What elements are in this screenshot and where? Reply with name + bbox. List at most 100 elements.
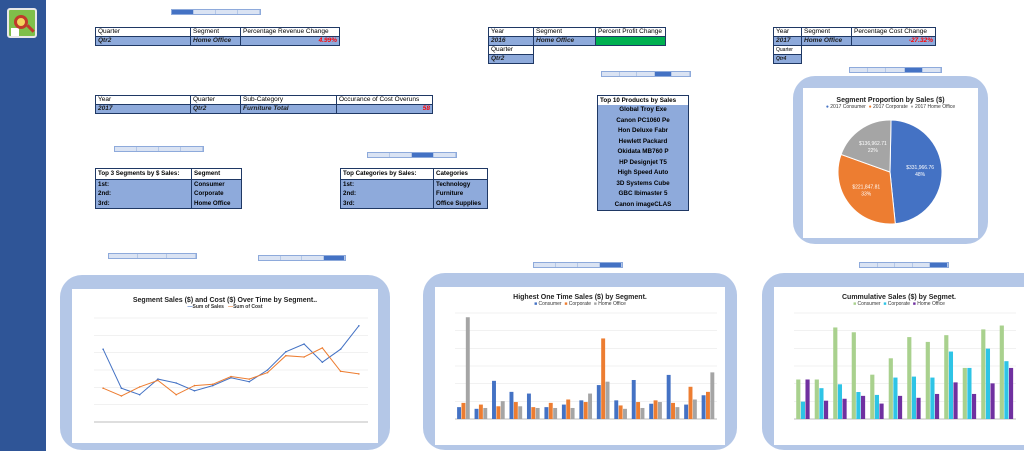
pie-data-label: $136,962.71 bbox=[859, 141, 887, 147]
line-point bbox=[285, 351, 287, 353]
bar bbox=[544, 407, 549, 419]
highest-sales-chart[interactable] bbox=[435, 307, 725, 439]
bar bbox=[483, 407, 488, 419]
time-slicer-line[interactable] bbox=[258, 255, 346, 261]
line-point bbox=[248, 378, 251, 380]
bar bbox=[684, 404, 689, 419]
bar bbox=[990, 383, 995, 419]
bar bbox=[649, 403, 654, 419]
line-point bbox=[285, 354, 287, 357]
line-point bbox=[358, 325, 360, 327]
line-point bbox=[230, 377, 232, 379]
revenue-change-table: Quarter Segment Percentage Revenue Change … bbox=[95, 27, 340, 46]
line-point bbox=[339, 348, 342, 350]
line-chart-panel: Segment Sales ($) and Cost ($) Over Time… bbox=[60, 275, 390, 450]
segment-slicer-line[interactable] bbox=[108, 253, 197, 259]
line-point bbox=[358, 373, 360, 375]
bar bbox=[893, 377, 898, 419]
bar bbox=[553, 407, 558, 419]
line-legend: —Sum of Sales —Sum of Cost bbox=[187, 304, 263, 310]
bar bbox=[640, 407, 645, 419]
bar bbox=[666, 374, 671, 419]
bar bbox=[623, 408, 627, 419]
top-product-item: HP Designjet T5 bbox=[598, 157, 688, 168]
bar bbox=[705, 391, 710, 419]
bar bbox=[962, 367, 967, 419]
pie-data-label: 48% bbox=[915, 172, 926, 178]
bar bbox=[457, 407, 462, 419]
bar bbox=[907, 337, 912, 419]
bar bbox=[461, 402, 466, 419]
bar bbox=[814, 379, 819, 419]
time-slicer-bar[interactable] bbox=[533, 262, 623, 268]
quarter-slicer[interactable] bbox=[171, 9, 261, 15]
line-series bbox=[102, 347, 359, 397]
top-categories-table: Top Categories by Sales: Categories 1st: T… bbox=[340, 168, 488, 209]
bar bbox=[535, 407, 540, 419]
top-product-item: High Speed Auto bbox=[598, 168, 688, 179]
bar bbox=[823, 400, 829, 419]
bar bbox=[509, 391, 514, 419]
line-point bbox=[120, 395, 123, 397]
bar bbox=[518, 406, 523, 419]
time-slicer-cumulative[interactable] bbox=[859, 262, 949, 268]
bar bbox=[465, 317, 470, 419]
top-product-item: Hon Deluxe Fabr bbox=[598, 126, 688, 137]
bar bbox=[601, 338, 606, 419]
bar bbox=[671, 402, 675, 419]
year-slicer[interactable] bbox=[601, 71, 691, 77]
bar bbox=[934, 393, 940, 419]
segment-slicer-top-right[interactable] bbox=[849, 67, 942, 73]
bar bbox=[944, 335, 949, 419]
bar bbox=[837, 384, 843, 419]
line-point bbox=[303, 356, 305, 358]
highest-sales-legend: ■ Consumer ■ Corporate ■ Home Office bbox=[534, 301, 626, 307]
cumulative-sales-panel: Cummulative Sales ($) by Segmet. ■ Consu… bbox=[762, 273, 1024, 450]
bar bbox=[710, 372, 715, 419]
bar bbox=[796, 379, 801, 419]
bar bbox=[805, 379, 810, 419]
bar bbox=[478, 404, 483, 419]
line-point bbox=[321, 361, 324, 363]
bar bbox=[967, 367, 972, 419]
bar bbox=[916, 397, 921, 419]
bar bbox=[579, 400, 584, 419]
bar bbox=[653, 400, 658, 419]
line-point bbox=[175, 382, 177, 384]
bar bbox=[842, 398, 847, 419]
top-products-list: Top 10 Products by Sales Global Troy Exe… bbox=[597, 95, 689, 211]
bar bbox=[819, 388, 824, 419]
category-slicer[interactable] bbox=[367, 152, 457, 158]
bar bbox=[588, 393, 593, 419]
bar bbox=[971, 393, 977, 419]
pie-legend: ● 2017 Consumer ● 2017 Corporate ● 2017 … bbox=[825, 104, 956, 110]
bar bbox=[526, 393, 531, 419]
pie-slice bbox=[840, 119, 892, 173]
bar bbox=[879, 403, 884, 419]
cumulative-sales-chart[interactable] bbox=[774, 307, 1024, 439]
bar bbox=[701, 395, 706, 419]
pie-data-label: 33% bbox=[861, 192, 872, 198]
analytics-logo-icon[interactable] bbox=[7, 8, 37, 38]
pie-data-label: $331,966.76 bbox=[906, 165, 934, 171]
line-point bbox=[321, 347, 324, 349]
segment-slicer-top3[interactable] bbox=[114, 146, 204, 152]
line-chart-title: Segment Sales ($) and Cost ($) Over Time… bbox=[132, 297, 318, 304]
pie-chart-panel: Segment Proportion by Sales ($) ● 2017 C… bbox=[793, 76, 988, 244]
top-product-item: Okidata MB760 P bbox=[598, 147, 688, 158]
bar bbox=[870, 374, 875, 419]
top-product-item: Global Troy Exe bbox=[598, 105, 688, 116]
pie-data-label: $221,847.81 bbox=[852, 185, 880, 191]
bar bbox=[985, 348, 991, 419]
bar bbox=[860, 395, 866, 419]
profit-change-table: Year Segment Percent Profit Change 2016 Hom… bbox=[488, 27, 666, 64]
bar bbox=[570, 407, 575, 419]
bar bbox=[930, 377, 935, 419]
bar bbox=[999, 325, 1004, 419]
cost-overrun-table: Year Quarter Sub-Category Occurance of Cost… bbox=[95, 95, 433, 114]
bar bbox=[925, 341, 930, 419]
bar bbox=[1008, 367, 1014, 419]
line-chart[interactable] bbox=[72, 310, 378, 438]
bar bbox=[897, 395, 903, 419]
